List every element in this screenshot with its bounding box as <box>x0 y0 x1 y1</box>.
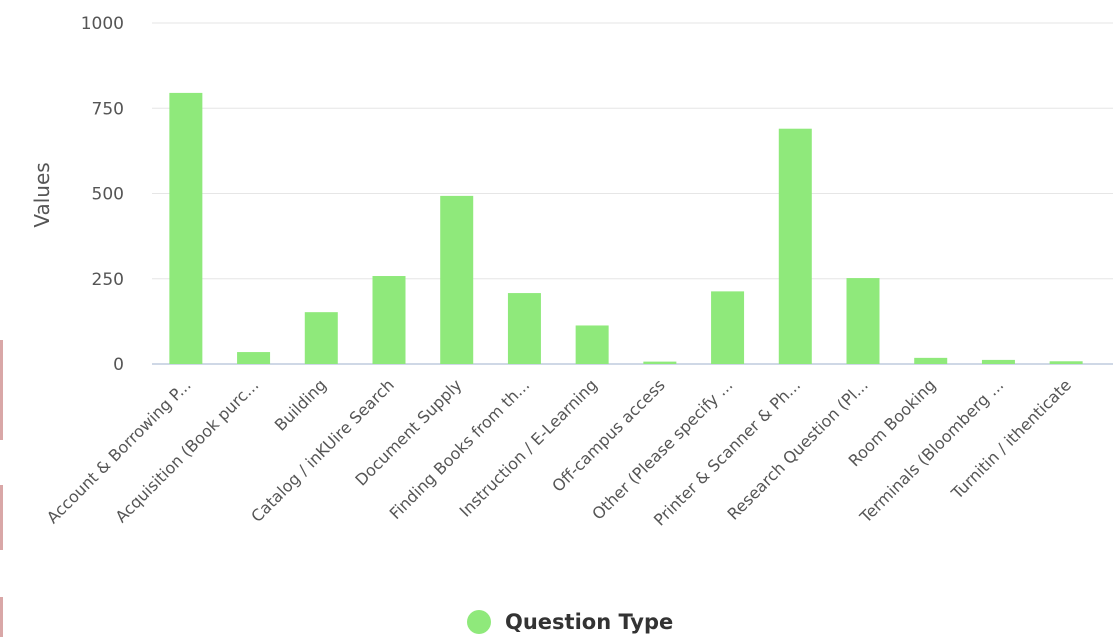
x-tick-label: Catalog / inKUire Search <box>247 375 398 526</box>
left-edge-mark <box>0 340 3 440</box>
x-tick-label: Finding Books from th... <box>386 375 534 523</box>
x-tick-label: Turnitin / ithenticate <box>947 375 1075 503</box>
x-tick-label: Acquisition (Book purc... <box>111 375 262 526</box>
bar[interactable] <box>846 278 880 364</box>
grid-lines <box>152 22 1113 365</box>
bar[interactable] <box>643 361 677 364</box>
bar[interactable] <box>981 359 1015 364</box>
legend-label: Question Type <box>505 610 674 634</box>
x-tick-label: Off-campus access <box>548 375 668 495</box>
bar[interactable] <box>372 276 406 364</box>
bar[interactable] <box>440 195 474 364</box>
bars <box>169 92 1083 364</box>
bar[interactable] <box>169 92 203 364</box>
y-tick-label: 750 <box>92 99 124 119</box>
y-tick-label: 0 <box>113 355 124 375</box>
legend[interactable]: Question Type <box>467 610 673 634</box>
x-tick-label: Instruction / E-Learning <box>456 375 601 520</box>
y-tick-label: 1000 <box>81 14 124 34</box>
left-edge-mark <box>0 485 3 550</box>
bar[interactable] <box>304 312 338 364</box>
y-tick-label: 250 <box>92 270 124 290</box>
bar[interactable] <box>1049 361 1083 364</box>
legend-swatch <box>467 610 491 634</box>
x-axis-labels: Account & Borrowing P...Acquisition (Boo… <box>43 375 1075 529</box>
y-tick-label: 500 <box>92 185 124 205</box>
y-axis-label: Values <box>30 162 54 227</box>
bar[interactable] <box>507 293 541 364</box>
bar[interactable] <box>778 128 812 364</box>
x-tick-label: Research Question (Pl... <box>724 375 872 523</box>
x-tick-label: Other (Please specify ... <box>588 375 736 523</box>
bar[interactable] <box>575 325 609 364</box>
y-axis-ticks: 0 250 500 750 1000 <box>81 14 124 375</box>
x-tick-label: Building <box>271 375 330 434</box>
bar[interactable] <box>711 291 745 364</box>
left-edge-mark <box>0 597 3 637</box>
bar[interactable] <box>914 357 948 364</box>
bar[interactable] <box>237 352 271 364</box>
